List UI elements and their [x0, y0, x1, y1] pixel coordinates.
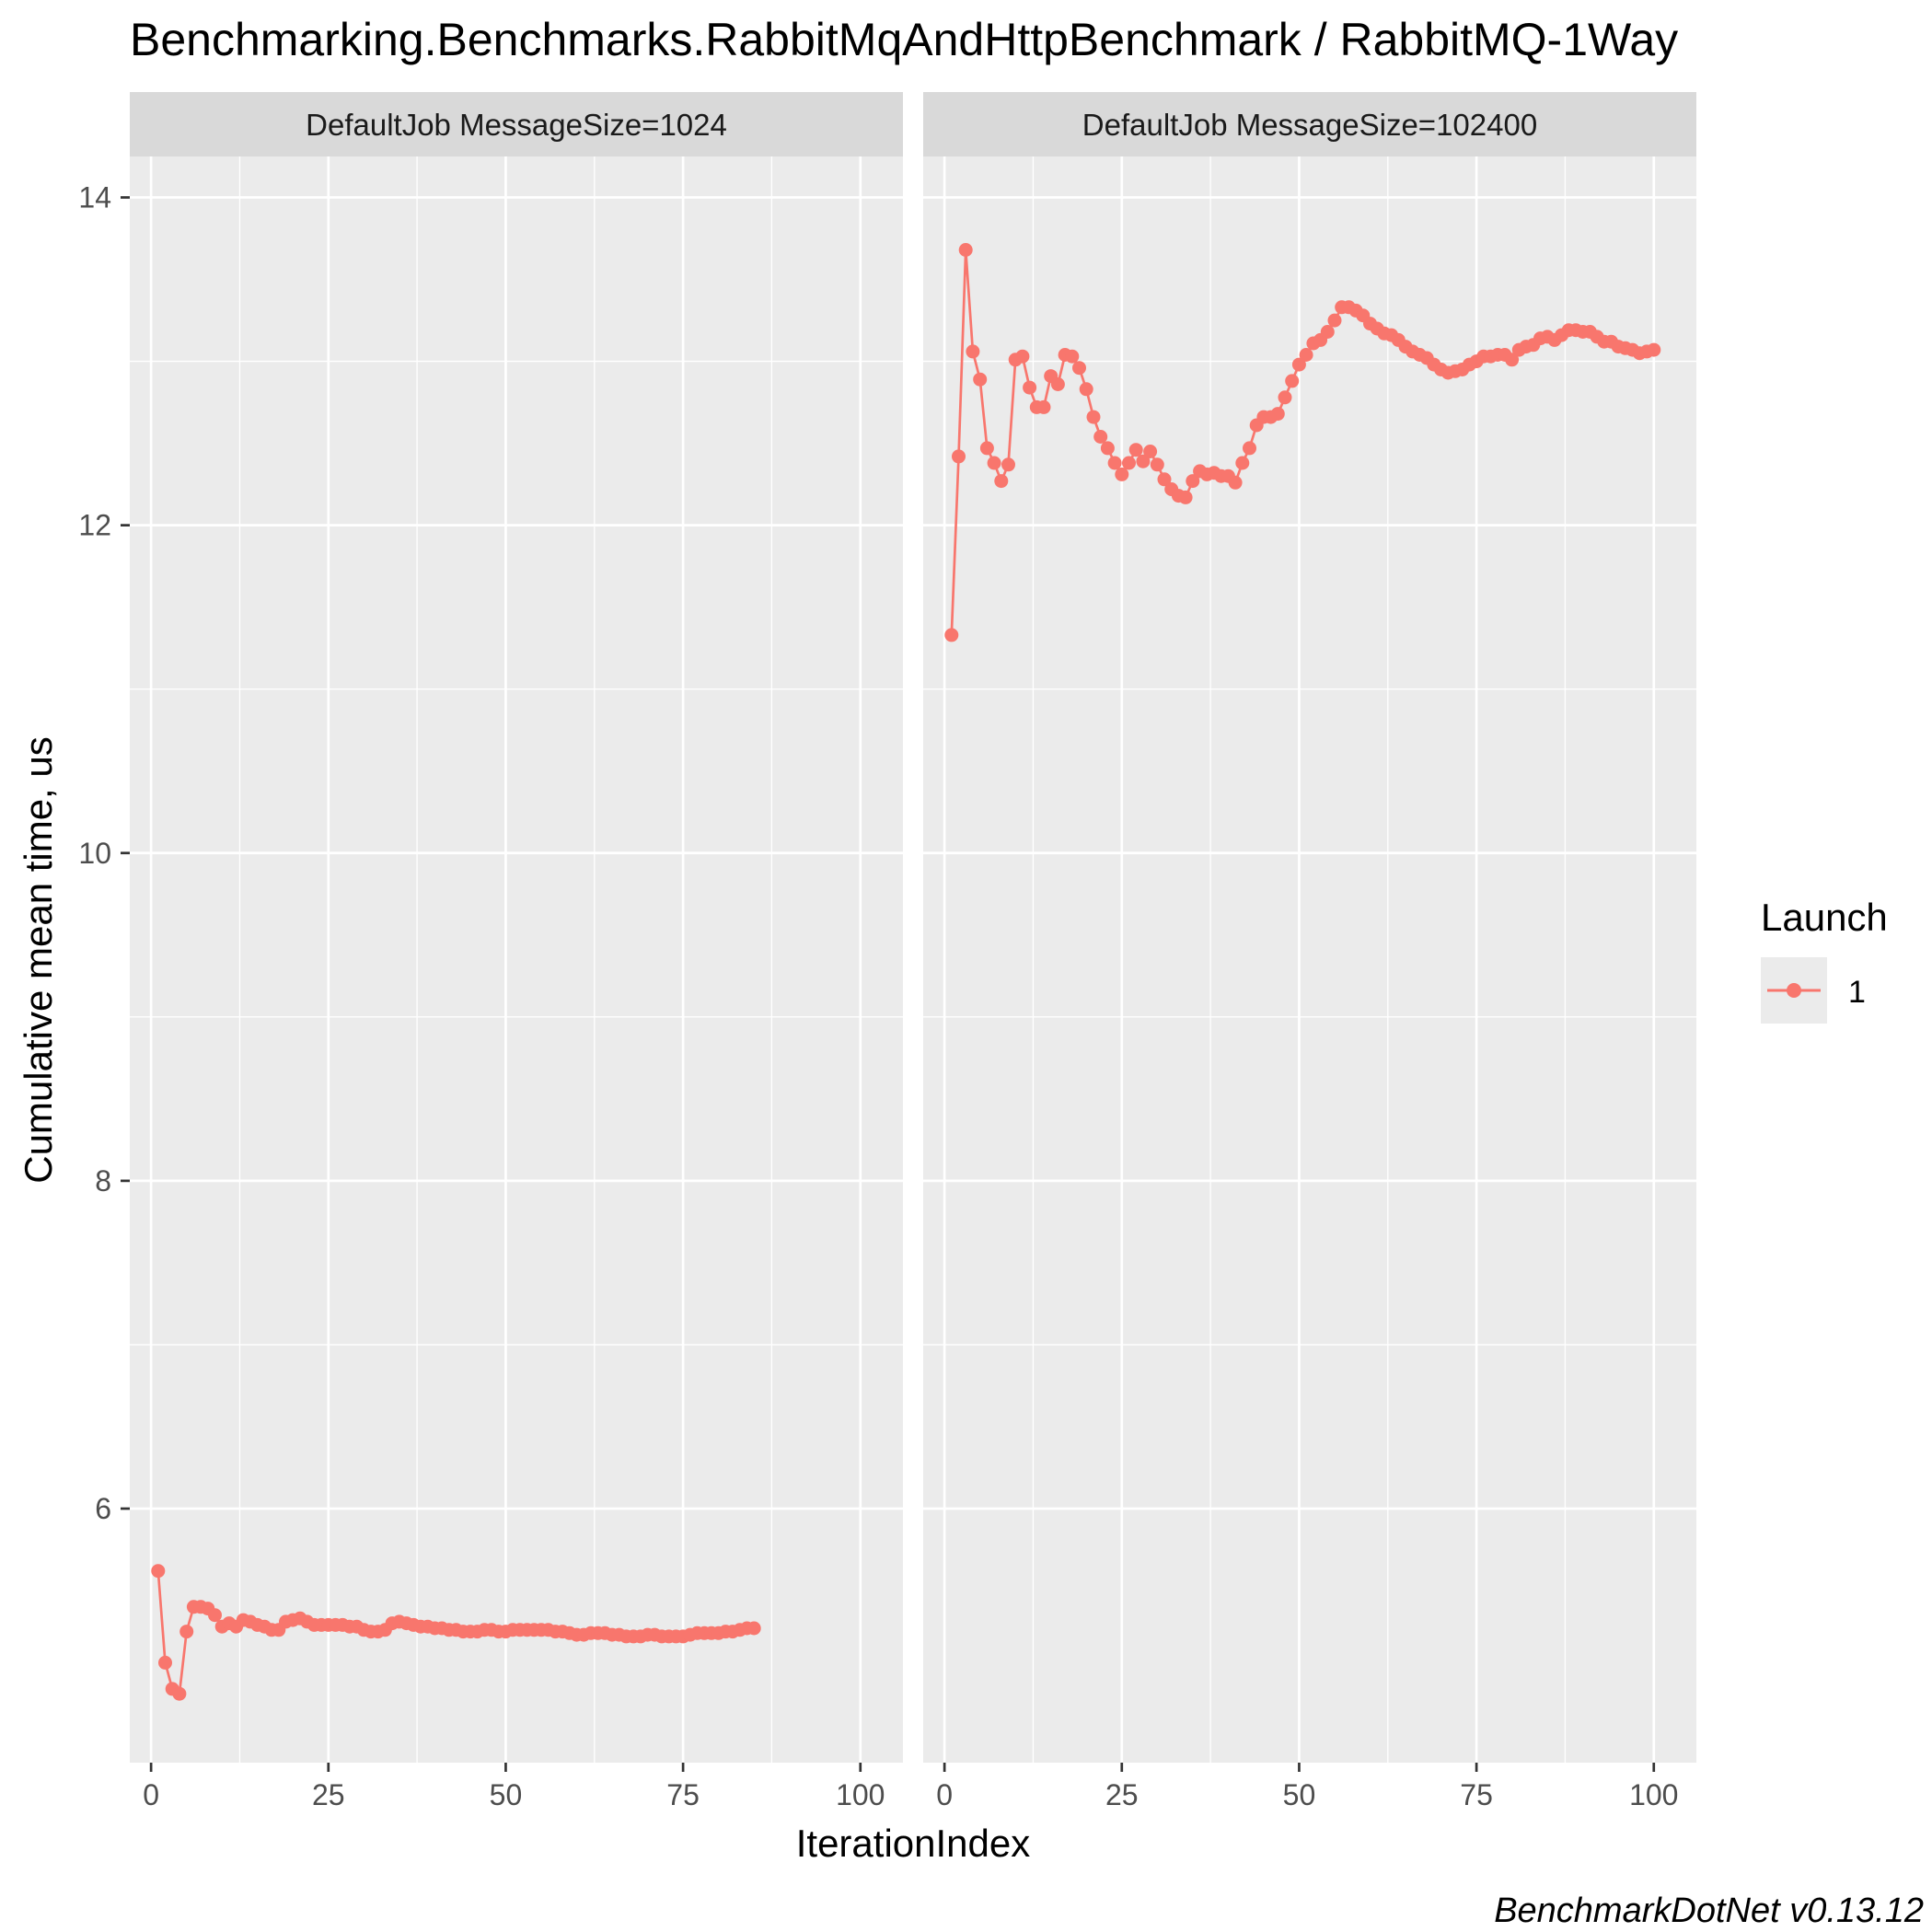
x-tick-label: 25 [312, 1778, 345, 1811]
strip-label-1: DefaultJob MessageSize=1024 [306, 108, 727, 142]
data-point [1278, 390, 1292, 405]
data-point [1122, 456, 1136, 470]
data-point [208, 1608, 222, 1623]
data-point [1270, 407, 1285, 422]
data-point [979, 441, 994, 456]
caption: BenchmarkDotNet v0.13.12 [1494, 1892, 1924, 1930]
data-point [1320, 325, 1335, 339]
data-point [1100, 441, 1115, 456]
strip-background-1 [130, 92, 903, 156]
legend-label: 1 [1848, 975, 1866, 1010]
data-point [1285, 374, 1300, 388]
data-point [158, 1655, 172, 1670]
chart-title: Benchmarking.Benchmarks.RabbitMqAndHttpB… [130, 14, 1678, 65]
data-point [1243, 441, 1256, 456]
data-point [1299, 348, 1313, 362]
data-point [1086, 410, 1101, 424]
data-point [1050, 377, 1065, 391]
data-point [987, 456, 1001, 470]
data-point [1093, 430, 1108, 444]
x-tick-label: 75 [1460, 1778, 1493, 1811]
data-point [1023, 380, 1037, 395]
panel-background-2 [923, 156, 1696, 1763]
data-point [994, 474, 1009, 489]
series-panel-1 [151, 1564, 761, 1701]
data-point [1107, 456, 1122, 470]
x-tick-label: 50 [490, 1778, 523, 1811]
data-point [1072, 361, 1086, 376]
data-point [1143, 445, 1158, 458]
y-tick-label: 6 [95, 1492, 111, 1525]
data-point [172, 1686, 187, 1701]
data-point [973, 372, 988, 387]
data-point [1647, 342, 1661, 357]
series-panel-2 [944, 243, 1661, 642]
data-point [1036, 399, 1051, 414]
x-axis-title: IterationIndex [796, 1822, 1031, 1865]
x-tick-label: 0 [143, 1778, 159, 1811]
legend: Launch 1 [1761, 896, 1888, 1024]
x-tick-label: 100 [836, 1778, 885, 1811]
y-tick-label: 10 [78, 837, 111, 870]
legend-key-point [1787, 983, 1801, 998]
x-ticks-panel-2: 0 25 50 75 100 [936, 1763, 1678, 1811]
y-tick-label: 12 [78, 509, 111, 542]
data-point [958, 243, 973, 257]
data-point [179, 1625, 194, 1639]
data-point [1136, 454, 1151, 469]
data-point [151, 1564, 166, 1579]
panel-2: DefaultJob MessageSize=102400 0 25 50 75 100 [923, 92, 1696, 1811]
data-point [952, 449, 966, 464]
y-axis: 6 8 10 12 14 [78, 181, 130, 1525]
x-tick-label: 75 [666, 1778, 700, 1811]
data-point [1157, 472, 1172, 487]
panel-1: DefaultJob MessageSize=1024 0 25 50 75 100 [130, 92, 903, 1811]
data-point [1015, 349, 1030, 364]
x-ticks-panel-1: 0 25 50 75 100 [143, 1763, 885, 1811]
data-point [966, 344, 980, 359]
strip-label-2: DefaultJob MessageSize=102400 [1082, 108, 1537, 142]
data-point [1065, 349, 1080, 364]
x-tick-label: 100 [1629, 1778, 1678, 1811]
x-tick-label: 25 [1105, 1778, 1139, 1811]
data-point [1505, 353, 1520, 367]
grid-panel-1 [130, 156, 903, 1763]
y-tick-label: 8 [95, 1164, 111, 1197]
data-point [746, 1621, 761, 1636]
data-point [1327, 313, 1342, 328]
y-axis-title: Cumulative mean time, us [17, 736, 60, 1184]
y-tick-label: 14 [78, 181, 111, 214]
data-point [1150, 457, 1164, 472]
data-point [1291, 357, 1306, 372]
x-tick-label: 0 [936, 1778, 953, 1811]
data-point [1001, 457, 1015, 472]
data-point [1079, 382, 1093, 397]
grid-panel-2 [923, 156, 1696, 1763]
data-point [944, 628, 959, 642]
data-point [1235, 456, 1250, 470]
data-point [1128, 443, 1143, 457]
data-point [1186, 474, 1200, 489]
panel-background-1 [130, 156, 903, 1763]
data-point [1178, 490, 1193, 504]
strip-background-2 [923, 92, 1696, 156]
data-point [1228, 475, 1243, 490]
x-tick-label: 50 [1283, 1778, 1316, 1811]
data-point [1115, 467, 1129, 481]
legend-title: Launch [1761, 896, 1888, 939]
